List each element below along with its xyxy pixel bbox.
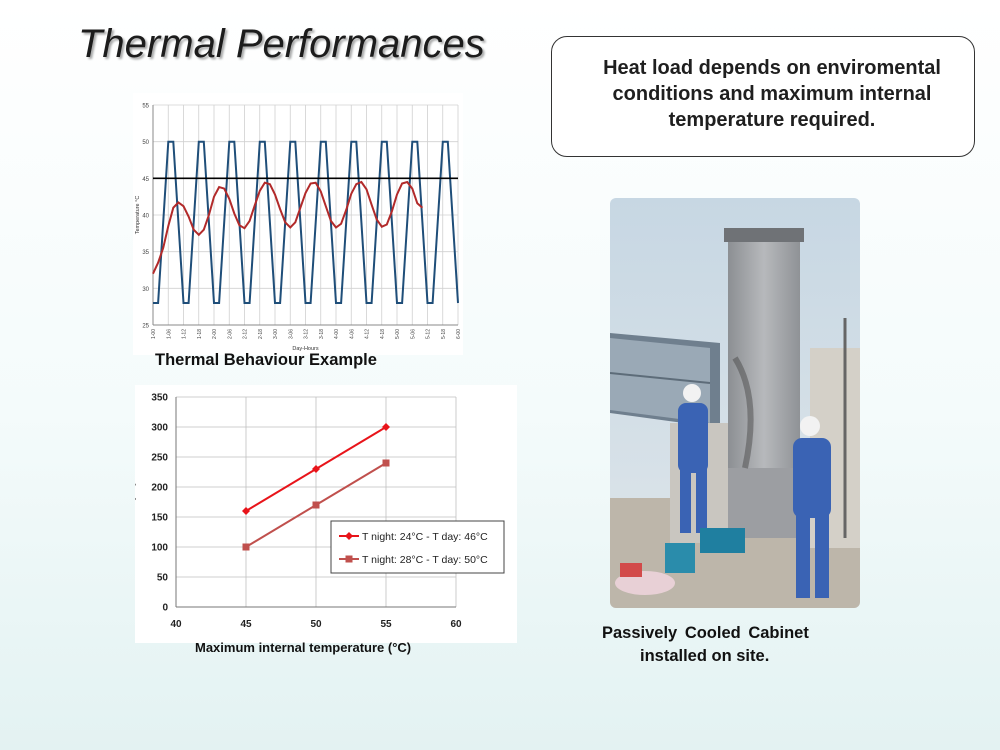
worker-left — [678, 384, 708, 533]
thermal-xtick-label: 2-00 — [212, 329, 218, 339]
photo-caption-line2: installed on site. — [640, 647, 770, 665]
thermal-xtick-label: 3-06 — [288, 329, 294, 339]
thermal-xtick-label: 1-00 — [151, 329, 157, 339]
cabinet-photo — [610, 198, 860, 608]
thermal-ytick-label: 25 — [142, 324, 149, 330]
heat-xtick-label: 45 — [240, 619, 252, 630]
heat-ytick-label: 200 — [151, 483, 168, 494]
heat-load-callout: Heat load depends on enviromental condit… — [551, 36, 975, 157]
heat-chart-xlabel: Maximum internal temperature (°C) — [195, 640, 412, 655]
heat-ylabel: Heat Load (W) — [135, 481, 136, 568]
cabinet-photo-illustration — [610, 198, 860, 608]
heat-ytick-label: 100 — [151, 543, 168, 554]
heat-ytick-label: 0 — [162, 603, 168, 614]
thermal-xtick-label: 5-06 — [410, 329, 416, 339]
thermal-xtick-label: 1-12 — [182, 329, 188, 339]
thermal-ytick-label: 55 — [142, 104, 149, 110]
thermal-xtick-label: 3-12 — [304, 329, 310, 339]
photo-caption-line1: Passively Cooled Cabinet — [602, 624, 809, 642]
heat-data-point — [242, 543, 250, 551]
heat-xtick-label: 55 — [380, 619, 392, 630]
heat-ytick-label: 300 — [151, 423, 168, 434]
thermal-xtick-label: 2-12 — [243, 329, 249, 339]
thermal-xtick-label: 5-18 — [441, 329, 447, 339]
thermal-internal-temp-line — [152, 180, 424, 275]
thermal-chart-svg: 25 30 35 40 45 50 55 1-00 1-06 1-12 1-18 2-00 2-06 2-… — [135, 104, 462, 353]
thermal-ytick-label: 35 — [142, 250, 149, 256]
heat-ytick-label: 350 — [151, 393, 168, 404]
thermal-xtick-label: 1-18 — [197, 329, 203, 339]
heat-xtick-label: 50 — [310, 619, 322, 630]
heat-data-point — [382, 459, 390, 467]
heat-ytick-label: 50 — [157, 573, 169, 584]
thermal-xtick-label: 2-06 — [227, 329, 233, 339]
callout-text: Heat load depends on enviromental condit… — [603, 57, 941, 131]
heat-data-point — [242, 507, 250, 515]
heat-legend-box — [330, 520, 505, 574]
thermal-ytick-label: 45 — [142, 177, 149, 183]
thermal-xtick-label: 4-06 — [349, 329, 355, 339]
heat-legend-label: T night: 24°C - T day: 46°C — [362, 531, 488, 543]
thermal-xtick-label: 2-18 — [258, 329, 264, 339]
slide-title: Thermal Performances — [78, 22, 485, 66]
thermal-behaviour-chart: 25 30 35 40 45 50 55 1-00 1-06 1-12 1-18 2-00 2-06 2-… — [133, 93, 463, 355]
thermal-xtick-label: 3-00 — [273, 329, 279, 339]
heat-xtick-label: 40 — [170, 619, 182, 630]
heat-legend-marker — [345, 555, 353, 563]
thermal-xtick-label: 5-12 — [426, 329, 432, 339]
heat-data-point — [312, 501, 320, 509]
heat-data-point — [382, 423, 390, 431]
thermal-xtick-label: 4-12 — [365, 329, 371, 339]
thermal-chart-caption: Thermal Behaviour Example — [155, 351, 377, 369]
heat-ytick-label: 250 — [151, 453, 168, 464]
worker-right — [793, 416, 831, 598]
thermal-ytick-label: 50 — [142, 140, 149, 146]
thermal-xtick-label: 4-00 — [334, 329, 340, 339]
heat-load-chart: 0 50 100 150 200 250 300 350 40 45 50 55 60 T night: … — [121, 385, 517, 643]
heat-xtick-label: 60 — [450, 619, 462, 630]
heat-legend-marker — [345, 532, 353, 540]
thermal-xtick-label: 1-06 — [166, 329, 172, 339]
thermal-xtick-label: 6-00 — [456, 329, 462, 339]
thermal-ytick-label: 30 — [142, 287, 149, 293]
heat-ytick-label: 150 — [151, 513, 168, 524]
thermal-xtick-label: 4-18 — [380, 329, 386, 339]
thermal-xtick-label: 5-00 — [395, 329, 401, 339]
thermal-xlabel: Day-Hours — [292, 346, 319, 352]
heat-load-chart-svg: 0 50 100 150 200 250 300 350 40 45 50 55 60 T night: … — [121, 393, 505, 630]
heat-data-point — [312, 465, 320, 473]
heat-legend-label: T night: 28°C - T day: 50°C — [362, 554, 488, 566]
thermal-external-temp-line — [153, 140, 459, 304]
thermal-xtick-label: 3-18 — [319, 329, 325, 339]
thermal-ylabel: Temperature °C — [135, 196, 141, 235]
thermal-ytick-label: 40 — [142, 214, 149, 220]
